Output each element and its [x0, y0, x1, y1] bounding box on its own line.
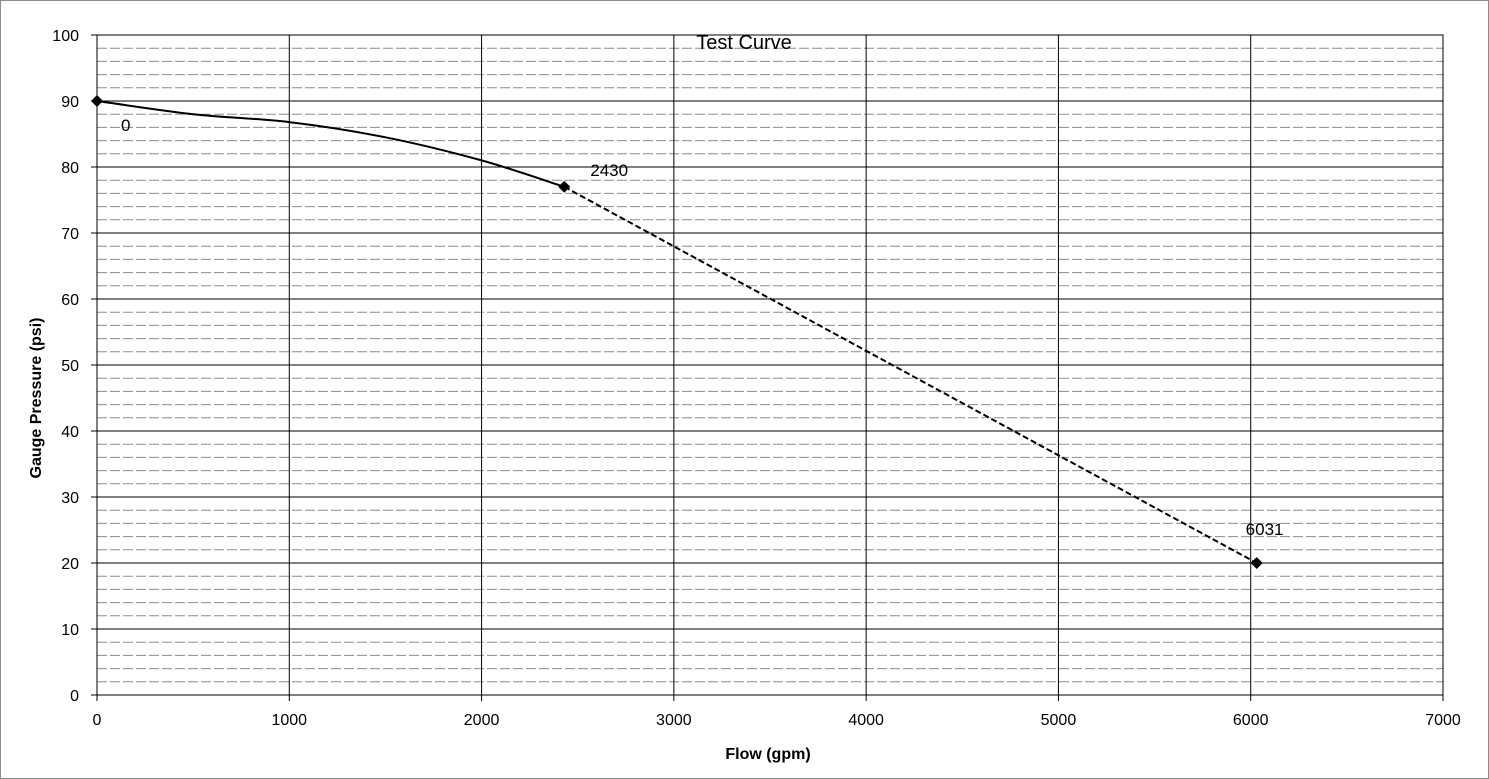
diamond-marker — [1250, 557, 1263, 569]
y-tick-label: 50 — [61, 358, 79, 375]
y-tick-label: 70 — [61, 226, 79, 243]
x-tick-label: 7000 — [1425, 712, 1461, 729]
x-tick-label: 0 — [93, 712, 102, 729]
data-label: 0 — [121, 116, 130, 135]
y-tick-labels: 0 10 20 30 40 50 60 70 80 90 100 — [52, 28, 79, 705]
y-axis-title: Gauge Pressure (psi) — [28, 318, 45, 479]
solid-test-curve-line — [96, 100, 565, 188]
data-labels: 0 2430 6031 — [121, 116, 1284, 539]
minor-gridlines — [97, 47, 1443, 683]
y-tick-label: 60 — [61, 292, 79, 309]
data-label: 6031 — [1246, 520, 1284, 539]
x-tick-label: 1000 — [271, 712, 307, 729]
x-tick-label: 3000 — [656, 712, 692, 729]
y-tick-label: 0 — [70, 688, 79, 705]
y-tick-label: 100 — [52, 28, 79, 45]
y-tick-label: 80 — [61, 160, 79, 177]
y-tick-label: 30 — [61, 490, 79, 507]
x-tick-label: 2000 — [464, 712, 500, 729]
diamond-marker — [558, 180, 571, 193]
x-tick-label: 4000 — [848, 712, 884, 729]
chart-title: Test Curve — [696, 32, 792, 54]
major-gridlines — [96, 34, 1444, 696]
axes — [91, 34, 1444, 701]
diamond-marker — [91, 95, 103, 107]
data-points — [91, 95, 1263, 569]
x-tick-label: 6000 — [1233, 712, 1269, 729]
x-tick-labels: 0 1000 2000 3000 4000 5000 6000 7000 — [93, 712, 1461, 729]
y-tick-label: 90 — [61, 94, 79, 111]
x-tick-label: 5000 — [1041, 712, 1077, 729]
dashed-extrapolation-line — [563, 185, 1258, 564]
y-tick-label: 40 — [61, 424, 79, 441]
y-tick-label: 20 — [61, 556, 79, 573]
y-tick-label: 10 — [61, 622, 79, 639]
x-axis-title: Flow (gpm) — [725, 746, 810, 763]
data-label: 2430 — [590, 161, 628, 180]
series-lines — [96, 100, 1258, 564]
